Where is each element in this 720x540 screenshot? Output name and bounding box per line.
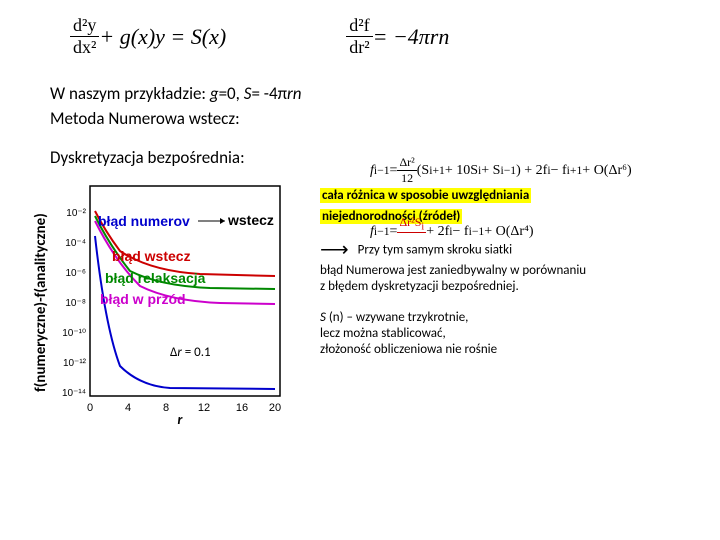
- numerov-line: Metoda Numerowa wstecz:: [50, 108, 690, 129]
- f1-p10: + 10S: [445, 163, 478, 179]
- p2c: złożoność obliczeniowa nie rośnie: [320, 342, 497, 357]
- lbl-wstecz-arrow: wstecz: [227, 212, 274, 228]
- f1-si1: i+1: [429, 164, 445, 177]
- xt4: 16: [236, 402, 248, 414]
- yt6: 10⁻²: [66, 208, 86, 219]
- lbl-relaks: błąd relaksacja: [105, 270, 206, 286]
- xt5: 20: [269, 402, 281, 414]
- f1-cl: ) + 2f: [516, 163, 547, 179]
- lbl-wstecz: błąd wstecz: [112, 248, 191, 264]
- p1b: błąd Numerowa jest zaniedbywalny w porów…: [320, 263, 586, 278]
- lbl-numerov: błąd numerov: [98, 213, 190, 229]
- f1-den: 12: [399, 171, 415, 186]
- eq2-body: = −4πrn: [373, 24, 450, 50]
- p2an: (n): [329, 310, 344, 325]
- p1c: z błędem dyskretyzacji bezpośredniej.: [320, 279, 519, 294]
- direct-formula: fi−1 = Δr²Si + 2fi − fi−1 + O(Δr⁴): [370, 215, 534, 248]
- xt2: 8: [163, 402, 169, 414]
- f1-num: Δr²: [397, 155, 416, 171]
- f1-psi: + S: [481, 163, 500, 179]
- eq1-den: dx²: [70, 37, 99, 58]
- f1-sim1: i−1: [500, 164, 516, 177]
- yt1: 10⁻¹²: [63, 358, 87, 369]
- t1c: =0,: [219, 83, 244, 104]
- delta-r-annotation: Δr = 0.1: [170, 345, 211, 360]
- eq2-num: d²f: [346, 15, 372, 37]
- f1-s1: i−1: [374, 164, 390, 177]
- example-line: W naszym przykładzie: g=0, S= -4πrn: [50, 83, 690, 104]
- yt2: 10⁻¹⁰: [62, 328, 86, 339]
- f1-ord: + O(Δr⁶): [582, 163, 631, 179]
- f2-eq: =: [390, 224, 398, 240]
- t1e: = -4π: [251, 83, 287, 104]
- equation-row: d²ydx² + g(x)y = S(x) d²fdr² = −4πrn: [70, 15, 690, 58]
- f2-mi: − f: [453, 224, 469, 240]
- chart-container: 10⁻¹⁴ 10⁻¹² 10⁻¹⁰ 10⁻⁸ 10⁻⁶ 10⁻⁴ 10⁻² 0 …: [50, 176, 290, 430]
- arrow-icon: ⟶: [320, 238, 349, 262]
- f1-eq: =: [390, 163, 398, 179]
- f2-s1: i−1: [374, 225, 390, 238]
- f1-mi: − f: [551, 163, 567, 179]
- t1b: g: [210, 83, 219, 104]
- f2-num: Δr²S: [399, 215, 421, 229]
- f1-fip: i+1: [567, 164, 583, 177]
- yt0: 10⁻¹⁴: [62, 388, 86, 399]
- t1f: rn: [287, 83, 302, 104]
- f2-r: + 2f: [426, 224, 449, 240]
- f2-si: i: [421, 221, 424, 232]
- lbl-wprzod: błąd w przód: [100, 291, 186, 307]
- yt4: 10⁻⁶: [65, 268, 86, 279]
- chart-ylabel: f(numeryczne)-f(analityczne): [30, 176, 50, 430]
- xt3: 12: [198, 402, 210, 414]
- f1-b1: (S: [417, 163, 429, 179]
- bottom-area: f(numeryczne)-f(analityczne) 10⁻¹⁴ 10⁻¹²…: [30, 176, 690, 430]
- numerov-formula: fi−1 = Δr²12 (Si+1 + 10Si + Si−1 ) + 2fi…: [370, 155, 632, 186]
- highlight-1: cała różnica w sposobie uwzględniania: [320, 188, 531, 203]
- t1a: W naszym przykładzie:: [50, 83, 210, 104]
- f2-ord: + O(Δr⁴): [484, 224, 533, 240]
- f2-fim: i−1: [469, 225, 485, 238]
- eq1-body: + g(x)y = S(x): [99, 24, 226, 50]
- eq2-den: dr²: [346, 37, 372, 58]
- equation-2: d²fdr² = −4πrn: [346, 15, 449, 58]
- xlabel: r: [178, 411, 184, 426]
- error-chart: 10⁻¹⁴ 10⁻¹² 10⁻¹⁰ 10⁻⁸ 10⁻⁶ 10⁻⁴ 10⁻² 0 …: [50, 176, 290, 426]
- xt0: 0: [87, 402, 93, 414]
- para-2: S (n) – wzywane trzykrotnie, lecz można …: [320, 310, 586, 359]
- eq1-num: d²y: [70, 15, 99, 37]
- xt1: 4: [125, 402, 131, 414]
- p2ai: S: [320, 310, 329, 325]
- p2b: lecz można stablicować,: [320, 326, 446, 341]
- p2ar: – wzywane trzykrotnie,: [344, 310, 469, 325]
- yt5: 10⁻⁴: [65, 238, 86, 249]
- equation-1: d²ydx² + g(x)y = S(x): [70, 15, 226, 58]
- yt3: 10⁻⁸: [65, 298, 86, 309]
